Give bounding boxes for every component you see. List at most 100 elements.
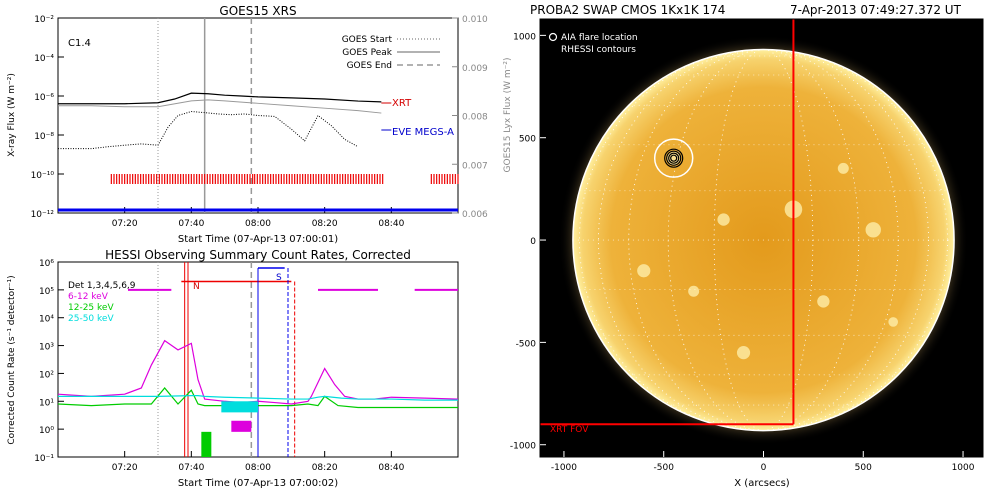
y-tick-label: 10⁻¹² [31, 210, 55, 220]
goes-xrs-panel: GOES15 XRS X-ray Flux (W m⁻²) GOES15 Lyx… [7, 4, 513, 245]
x-tick-label: -500 [654, 463, 675, 473]
rhessi-contour [666, 150, 682, 166]
magenta-block [231, 420, 252, 432]
y2-tick-label: 0.007 [462, 161, 488, 171]
hessi-panel: HESSI Observing Summary Count Rates, Cor… [7, 248, 459, 489]
y-tick-label: 500 [519, 135, 536, 145]
xrt-fov-label: XRT FOV [550, 425, 589, 435]
y-tick-label: -1000 [510, 442, 536, 452]
saa-flag: S [276, 273, 282, 283]
x-tick-label: 08:20 [312, 219, 338, 229]
x-tick-label: 07:20 [112, 463, 138, 473]
y-tick-label: 10⁻⁸ [34, 132, 54, 142]
x-tick-label: 08:40 [378, 219, 404, 229]
x-tick-label: 08:40 [378, 463, 404, 473]
rhessi-contour [670, 154, 678, 162]
longitude-line [598, 49, 929, 432]
active-region [817, 295, 830, 308]
x-tick-label: 07:40 [178, 219, 204, 229]
goes-title: GOES15 XRS [219, 4, 296, 18]
legend-label: GOES End [347, 61, 392, 71]
hessi-series-2 [58, 394, 458, 401]
active-region [688, 285, 700, 297]
y-tick-label: 10¹ [39, 398, 54, 408]
hessi-xlabel: Start Time (07-Apr-13 07:00:02) [178, 478, 338, 489]
goes-ylabel: X-ray Flux (W m⁻²) [7, 73, 17, 157]
legend-label: RHESSI contours [561, 45, 636, 55]
cyan-block [221, 401, 258, 413]
goes-y-axis: 10⁻² 10⁻⁴ 10⁻⁶ 10⁻⁸ 10⁻¹⁰ 10⁻¹² [31, 15, 64, 220]
hessi-y-axis: 10⁶ 10⁵ 10⁴ 10³ 10² 10¹ 10⁰ 10⁻¹ [34, 259, 64, 464]
y-tick-label: 10² [39, 370, 54, 380]
x-tick-label: -1000 [551, 463, 577, 473]
swap-y-axis: 1000 500 0 -500 -1000 [510, 32, 546, 452]
solar-limb [572, 48, 955, 432]
xrt-series-label: XRT [392, 98, 412, 109]
hessi-ylabel: Corrected Count Rate (s⁻¹ detector⁻¹) [7, 275, 17, 444]
swap-title: PROBA2 SWAP CMOS 1Kx1K 174 [530, 3, 725, 17]
swap-xlabel: X (arcsecs) [734, 478, 790, 489]
active-region [637, 264, 651, 278]
swap-image-frame [539, 18, 984, 458]
active-region [837, 162, 849, 174]
legend-label: GOES Peak [342, 48, 392, 58]
y-tick-label: 10⁻⁶ [34, 93, 54, 103]
y-tick-label: 10⁻¹ [34, 454, 54, 464]
legend-marker [548, 32, 558, 42]
legend-marker [548, 44, 558, 54]
y-tick-label: 10³ [39, 343, 54, 353]
night-flag: N [193, 282, 200, 292]
swap-x-axis: -1000 -500 0 500 1000 [551, 451, 975, 473]
y-tick-label: 1000 [513, 32, 536, 42]
y2-tick-label: 0.008 [462, 113, 488, 123]
swap-image-panel: PROBA2 SWAP CMOS 1Kx1K 174 7-Apr-2013 07… [510, 3, 984, 489]
goes-data [58, 18, 459, 213]
active-region [865, 222, 881, 238]
active-region [736, 346, 751, 360]
goes-y2-axis: 0.010 0.009 0.008 0.007 0.006 [452, 15, 488, 220]
x-tick-label: 08:20 [312, 463, 338, 473]
swap-timestamp: 7-Apr-2013 07:49:27.372 UT [790, 3, 962, 17]
goes-long-series [58, 92, 382, 105]
goes-y2label: GOES15 Lyx Flux (W m⁻²) [503, 58, 513, 173]
longitude-line [579, 49, 948, 432]
y-tick-label: 10⁻¹⁰ [31, 171, 55, 181]
goes-class-label: C1.4 [68, 38, 91, 49]
x-tick-label: 07:20 [112, 219, 138, 229]
x-tick-label: 08:00 [245, 219, 271, 229]
goes-legend: GOES Start GOES Peak GOES End [342, 35, 440, 71]
y-tick-label: 10⁻⁴ [34, 54, 54, 64]
legend-label: AIA flare location [561, 33, 638, 43]
hessi-data [57, 262, 459, 457]
goes-plot-frame [57, 17, 459, 214]
legend-label: GOES Start [342, 35, 393, 45]
hessi-title: HESSI Observing Summary Count Rates, Cor… [105, 248, 411, 262]
active-region [888, 317, 899, 327]
x-tick-label: 08:00 [245, 463, 271, 473]
legend-label: 6-12 keV [68, 292, 109, 302]
goes-xlabel: Start Time (07-Apr-13 07:00:01) [178, 234, 338, 245]
y-tick-label: 10⁴ [39, 315, 54, 325]
y2-tick-label: 0.010 [462, 15, 488, 25]
y-tick-label: 10⁻² [34, 15, 54, 25]
aia-flare-circle [653, 138, 694, 178]
y2-tick-label: 0.009 [462, 64, 488, 74]
y-tick-label: 10⁶ [39, 259, 54, 269]
y-tick-label: 0 [530, 237, 536, 247]
sun-disk-image [540, 19, 969, 445]
x-tick-label: 0 [761, 463, 767, 473]
y-tick-label: 10⁰ [39, 426, 54, 436]
x-tick-label: 500 [855, 463, 872, 473]
eve-series-label: EVE MEGS-A [392, 127, 454, 138]
legend-label: 12-25 keV [68, 303, 114, 313]
rhessi-contour [664, 148, 684, 168]
legend-label: Det 1,3,4,5,6,9 [68, 281, 136, 291]
green-block [201, 431, 212, 457]
active-region [717, 213, 730, 226]
y-tick-label: -500 [516, 339, 537, 349]
legend-label: 25-50 keV [68, 314, 114, 324]
x-tick-label: 07:40 [178, 463, 204, 473]
y2-tick-label: 0.006 [462, 210, 488, 220]
